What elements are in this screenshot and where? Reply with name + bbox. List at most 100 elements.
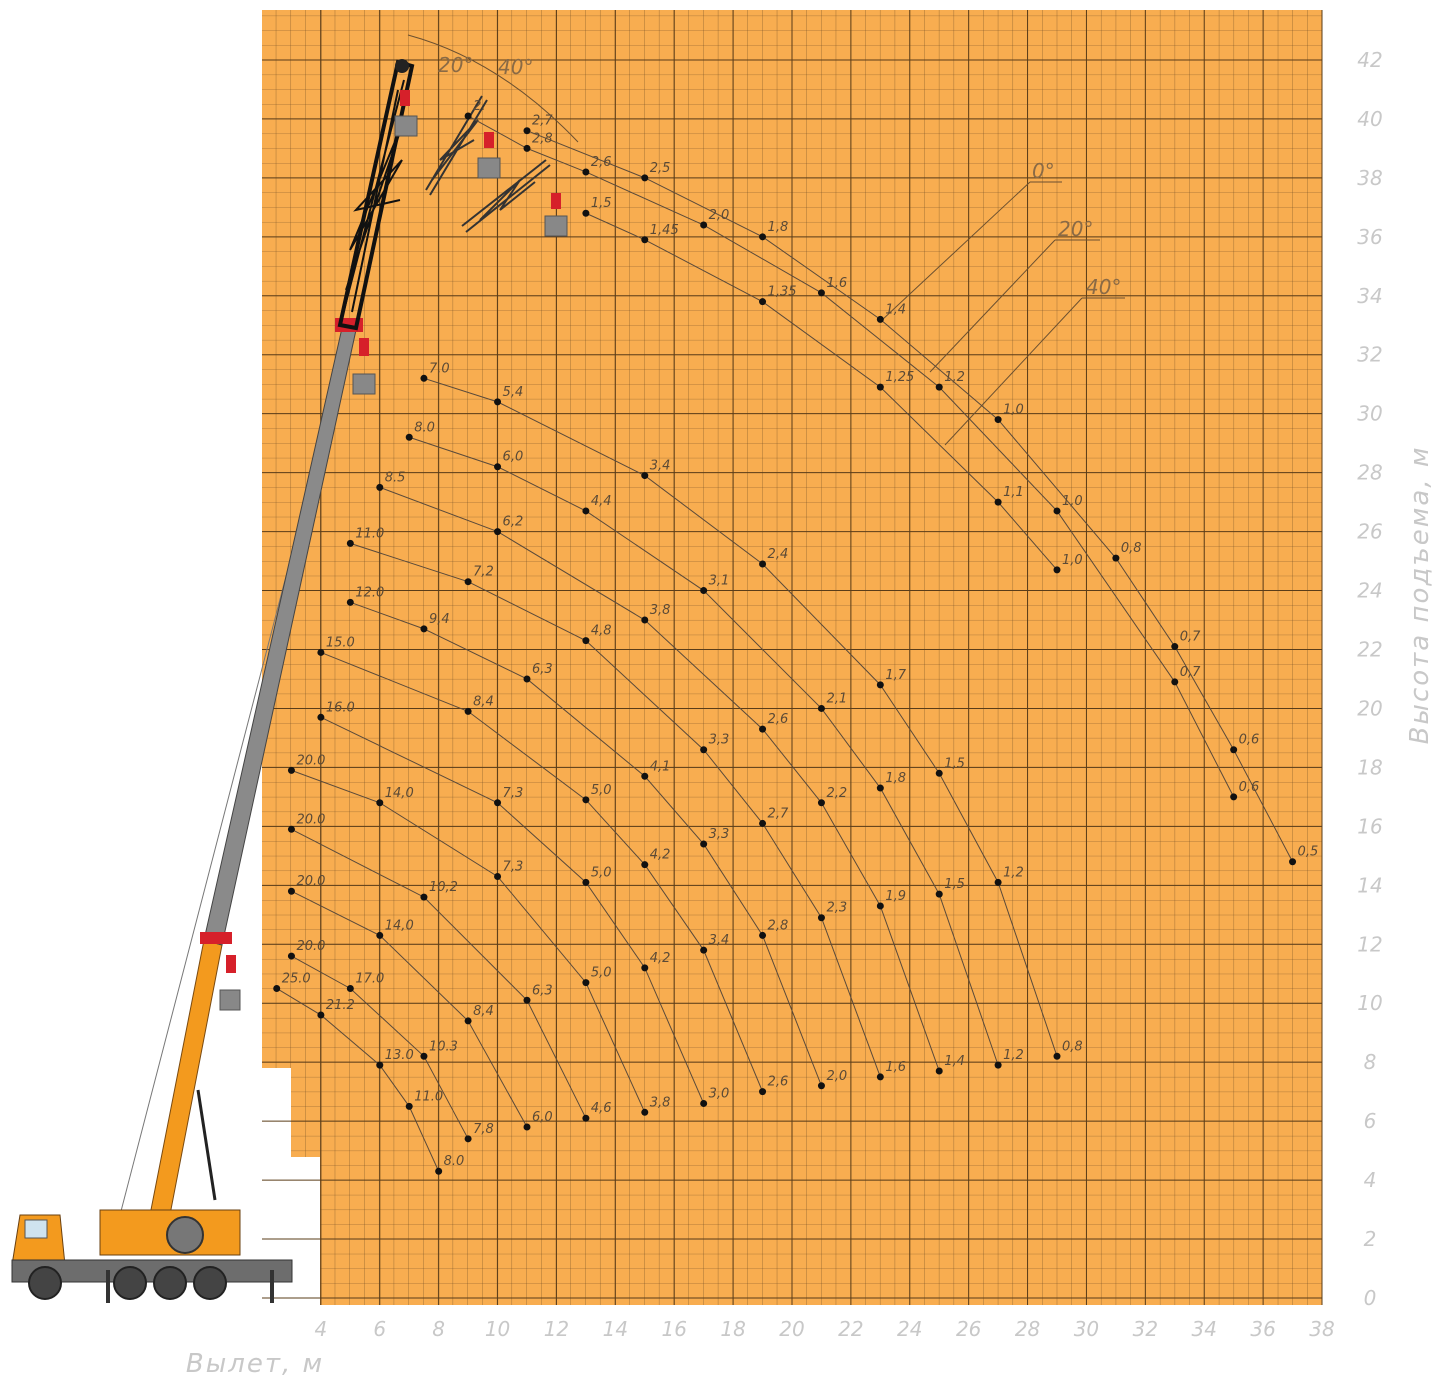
load-point bbox=[876, 681, 884, 689]
load-label: 6,3 bbox=[532, 983, 553, 998]
load-point bbox=[582, 637, 590, 645]
load-label: 2,8 bbox=[768, 918, 789, 933]
load-point bbox=[935, 890, 943, 898]
load-label: 1,5 bbox=[591, 196, 612, 211]
load-point bbox=[641, 236, 649, 244]
load-point bbox=[876, 315, 884, 323]
load-label: 5,0 bbox=[591, 966, 612, 981]
load-point bbox=[759, 233, 767, 241]
load-point bbox=[700, 1099, 708, 1107]
load-label: 21.2 bbox=[326, 998, 355, 1013]
load-label: 12.0 bbox=[355, 585, 384, 600]
load-point bbox=[935, 1067, 943, 1075]
load-point bbox=[494, 398, 502, 406]
load-label: 2,7 bbox=[532, 114, 553, 129]
y-axis-title: Высота подъема, м bbox=[1405, 446, 1435, 745]
load-point bbox=[817, 289, 825, 297]
x-tick-label: 8 bbox=[432, 1317, 445, 1341]
x-tick-label: 4 bbox=[315, 1317, 328, 1341]
load-point bbox=[287, 952, 295, 960]
load-label: 1,4 bbox=[944, 1054, 965, 1069]
load-label: 6,2 bbox=[503, 515, 524, 530]
load-label: 4,6 bbox=[591, 1101, 612, 1116]
load-curve bbox=[409, 436, 999, 1066]
load-point bbox=[1053, 507, 1061, 515]
load-point bbox=[317, 648, 325, 656]
load-label: 15.0 bbox=[326, 635, 355, 650]
y-tick-label: 40 bbox=[1357, 107, 1382, 131]
load-point bbox=[700, 587, 708, 595]
load-point bbox=[876, 902, 884, 910]
load-point bbox=[582, 507, 590, 515]
load-point bbox=[582, 796, 590, 804]
load-label: 8.5 bbox=[385, 470, 406, 485]
load-label: 0,6 bbox=[1239, 780, 1260, 795]
load-point bbox=[817, 914, 825, 922]
load-curve bbox=[320, 651, 764, 1092]
load-point bbox=[641, 772, 649, 780]
load-label: 7.0 bbox=[429, 361, 450, 376]
load-point bbox=[641, 616, 649, 624]
x-tick-label: 6 bbox=[373, 1317, 386, 1341]
load-label: 7,2 bbox=[473, 565, 494, 580]
x-tick-label: 12 bbox=[544, 1317, 569, 1341]
x-tick-label: 16 bbox=[661, 1317, 686, 1341]
load-label: 3,0 bbox=[709, 1086, 730, 1101]
load-label: 1,2 bbox=[944, 370, 965, 385]
load-point bbox=[317, 1011, 325, 1019]
load-label: 6,0 bbox=[532, 1110, 553, 1125]
load-point bbox=[582, 1114, 590, 1122]
load-label: 8,4 bbox=[473, 694, 494, 709]
load-label: 0,8 bbox=[1121, 541, 1142, 556]
load-point bbox=[1230, 793, 1238, 801]
load-point bbox=[759, 560, 767, 568]
annotation: 20° bbox=[1058, 217, 1093, 241]
load-label: 2,8 bbox=[532, 131, 553, 146]
y-tick-label: 36 bbox=[1357, 225, 1382, 249]
load-label: 3,4 bbox=[650, 459, 671, 474]
load-label: 20.0 bbox=[296, 753, 325, 768]
load-label: 1,5 bbox=[944, 877, 965, 892]
load-label: 1,35 bbox=[768, 285, 797, 300]
load-label: 2,1 bbox=[826, 691, 847, 706]
load-label: 9,4 bbox=[429, 612, 450, 627]
load-label: 6,3 bbox=[532, 662, 553, 677]
load-label: 2,7 bbox=[768, 806, 789, 821]
load-point bbox=[700, 840, 708, 848]
load-label: 1,0 bbox=[1062, 494, 1083, 509]
load-point bbox=[935, 383, 943, 391]
load-label: 17.0 bbox=[355, 971, 384, 986]
load-point bbox=[994, 1061, 1002, 1069]
load-point bbox=[273, 984, 281, 992]
load-label: 4,2 bbox=[650, 848, 671, 863]
load-label: 1,0 bbox=[1003, 403, 1024, 418]
load-point bbox=[346, 984, 354, 992]
load-label: 2,0 bbox=[826, 1069, 847, 1084]
load-curve bbox=[423, 377, 1058, 1057]
load-point bbox=[376, 1061, 384, 1069]
load-point bbox=[582, 209, 590, 217]
load-label: 1,6 bbox=[885, 1060, 906, 1075]
load-label: 5,0 bbox=[591, 783, 612, 798]
load-curve bbox=[291, 955, 469, 1140]
load-point bbox=[405, 1102, 413, 1110]
load-label: 1,8 bbox=[768, 220, 789, 235]
load-point bbox=[464, 1135, 472, 1143]
load-point bbox=[494, 872, 502, 880]
load-point bbox=[1171, 678, 1179, 686]
load-point bbox=[376, 931, 384, 939]
x-axis-title: Вылет, м bbox=[186, 1349, 324, 1379]
load-point bbox=[346, 539, 354, 547]
x-tick-label: 36 bbox=[1250, 1317, 1275, 1341]
load-curve bbox=[585, 212, 1058, 571]
load-label: 1,1 bbox=[1003, 485, 1024, 500]
load-label: 2,3 bbox=[826, 901, 847, 916]
load-point bbox=[935, 769, 943, 777]
x-tick-label: 32 bbox=[1133, 1317, 1158, 1341]
load-label: 1,2 bbox=[1003, 1048, 1024, 1063]
load-point bbox=[420, 1052, 428, 1060]
y-tick-label: 34 bbox=[1357, 284, 1382, 308]
load-label: 0,5 bbox=[1298, 845, 1319, 860]
load-label: 0,6 bbox=[1239, 733, 1260, 748]
